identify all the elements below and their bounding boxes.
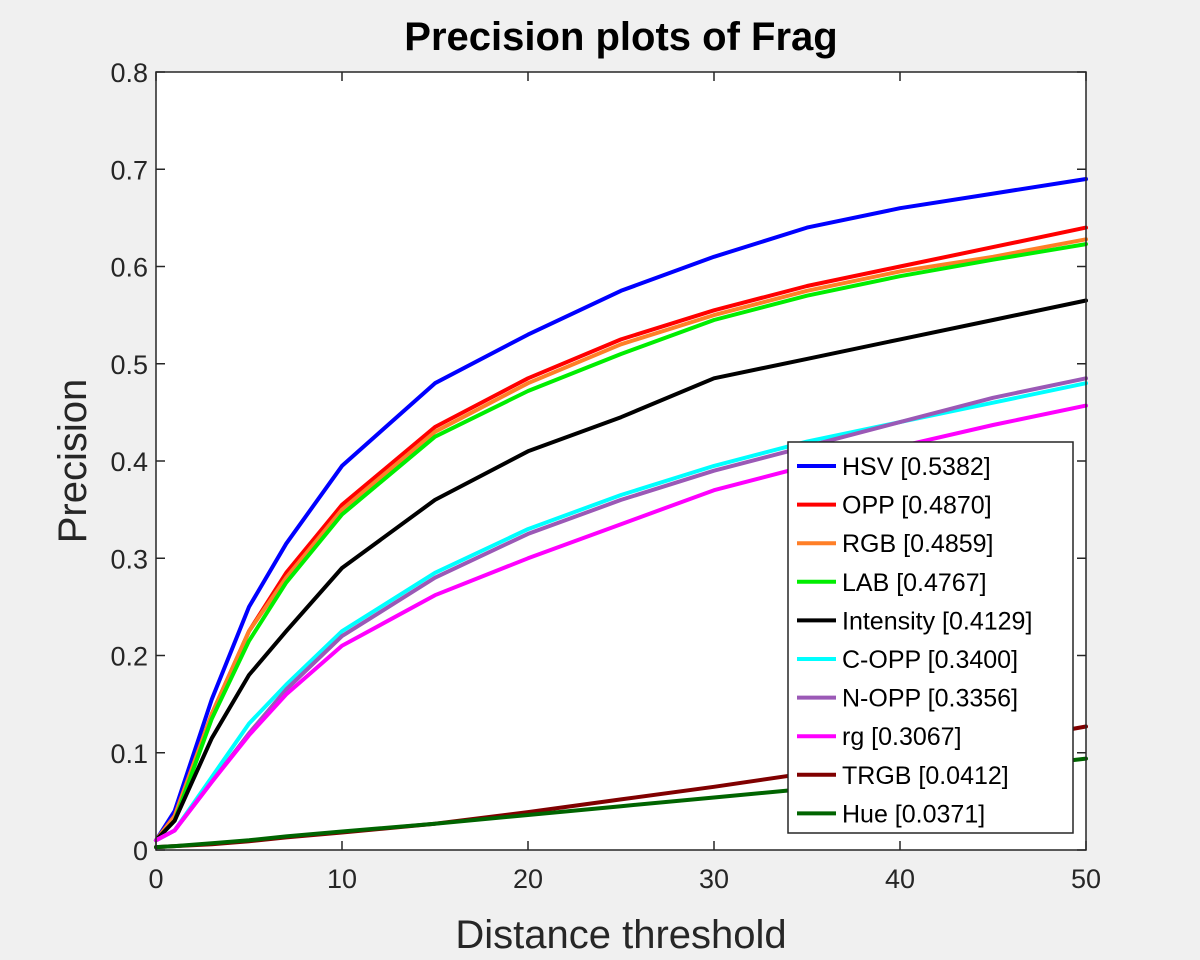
y-tick-label: 0.1 <box>110 739 148 769</box>
x-axis-title: Distance threshold <box>455 913 786 957</box>
y-tick-label: 0.4 <box>110 447 148 477</box>
legend-label-2: RGB [0.4859] <box>842 530 993 558</box>
y-tick-label: 0.2 <box>110 642 148 672</box>
series-line-3 <box>154 242 1088 843</box>
series-line-4 <box>154 298 1088 843</box>
x-tick-label: 10 <box>327 864 357 894</box>
x-tick-label: 30 <box>699 864 729 894</box>
y-tick-label: 0.7 <box>110 155 148 185</box>
x-tick-label: 40 <box>885 864 915 894</box>
chart-title: Precision plots of Frag <box>404 15 837 59</box>
y-tick-label: 0.6 <box>110 253 148 283</box>
legend-box <box>787 441 1074 834</box>
legend: HSV [0.5382] OPP [0.4870] RGB [0.4859] LAB … <box>787 441 1074 834</box>
legend-label-6: N-OPP [0.3356] <box>842 685 1018 713</box>
series-line-0 <box>154 177 1088 843</box>
legend-label-8: TRGB [0.0412] <box>842 762 1009 790</box>
y-axis-title: Precision <box>51 379 95 544</box>
legend-label-5: C-OPP [0.3400] <box>842 646 1018 674</box>
legend-label-9: Hue [0.0371] <box>842 800 985 828</box>
legend-label-4: Intensity [0.4129] <box>842 607 1032 635</box>
y-tick-label: 0.3 <box>110 544 148 574</box>
y-tick-label: 0.5 <box>110 350 148 380</box>
x-axis: 0 10 20 30 40 50 <box>148 72 1101 894</box>
legend-label-0: HSV [0.5382] <box>842 453 991 481</box>
legend-label-7: rg [0.3067] <box>842 723 962 751</box>
x-tick-label: 20 <box>513 864 543 894</box>
y-tick-label: 0.8 <box>110 58 148 88</box>
x-tick-label: 0 <box>148 864 163 894</box>
x-tick-label: 50 <box>1071 864 1101 894</box>
legend-label-3: LAB [0.4767] <box>842 569 987 597</box>
y-tick-label: 0 <box>133 836 148 866</box>
legend-label-1: OPP [0.4870] <box>842 492 992 520</box>
series-line-2 <box>154 237 1088 843</box>
y-axis: 0 0.1 0.2 0.3 0.4 0.5 0.6 0.7 0.8 <box>110 58 1086 866</box>
